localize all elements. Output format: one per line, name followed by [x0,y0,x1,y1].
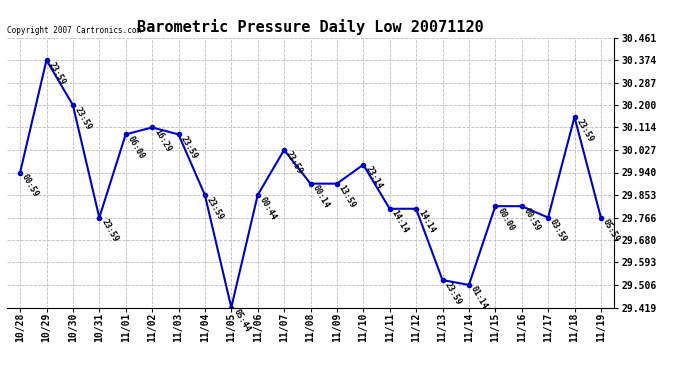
Text: 01:14: 01:14 [469,285,489,311]
Title: Barometric Pressure Daily Low 20071120: Barometric Pressure Daily Low 20071120 [137,19,484,35]
Text: 23:59: 23:59 [46,60,67,86]
Text: 23:59: 23:59 [575,117,595,143]
Text: 23:59: 23:59 [442,280,463,306]
Text: 23:14: 23:14 [364,165,384,191]
Text: Copyright 2007 Cartronics.com: Copyright 2007 Cartronics.com [7,26,141,35]
Text: 23:59: 23:59 [73,105,93,131]
Text: 05:59: 05:59 [601,217,621,244]
Text: 23:59: 23:59 [284,150,304,176]
Text: 14:14: 14:14 [416,209,436,235]
Text: 00:59: 00:59 [522,206,542,232]
Text: 13:59: 13:59 [337,184,357,210]
Text: 05:44: 05:44 [231,308,252,334]
Text: 16:29: 16:29 [152,128,172,154]
Text: 00:00: 00:00 [495,206,515,232]
Text: 00:59: 00:59 [20,172,41,199]
Text: 03:59: 03:59 [548,217,569,244]
Text: 06:00: 06:00 [126,134,146,160]
Text: 00:14: 00:14 [310,184,331,210]
Text: 23:59: 23:59 [205,195,225,221]
Text: 00:44: 00:44 [257,195,278,221]
Text: 23:59: 23:59 [179,134,199,160]
Text: 23:59: 23:59 [99,217,119,244]
Text: 14:14: 14:14 [390,209,410,235]
